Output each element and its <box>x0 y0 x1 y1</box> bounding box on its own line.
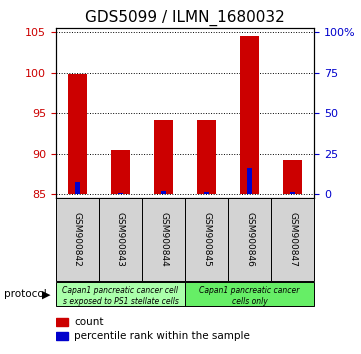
Bar <box>228 198 271 281</box>
Text: protocol: protocol <box>4 289 46 299</box>
Bar <box>99 198 142 281</box>
Text: cells only: cells only <box>232 297 268 306</box>
Text: GSM900843: GSM900843 <box>116 212 125 267</box>
Bar <box>185 198 228 281</box>
Bar <box>56 332 68 340</box>
Bar <box>56 198 99 281</box>
Text: s exposed to PS1 stellate cells: s exposed to PS1 stellate cells <box>62 297 178 306</box>
Bar <box>56 318 68 326</box>
Text: GSM900842: GSM900842 <box>73 212 82 267</box>
Text: percentile rank within the sample: percentile rank within the sample <box>74 331 250 341</box>
Bar <box>118 193 123 194</box>
Bar <box>185 282 314 306</box>
Text: count: count <box>74 317 104 327</box>
Text: GSM900846: GSM900846 <box>245 212 254 267</box>
Bar <box>161 191 166 194</box>
Text: ▶: ▶ <box>42 289 50 299</box>
Bar <box>197 120 216 194</box>
Bar <box>290 192 295 194</box>
Title: GDS5099 / ILMN_1680032: GDS5099 / ILMN_1680032 <box>85 9 285 25</box>
Bar <box>154 120 173 194</box>
Text: Capan1 pancreatic cancer: Capan1 pancreatic cancer <box>199 286 300 295</box>
Text: GSM900845: GSM900845 <box>202 212 211 267</box>
Bar <box>240 36 259 194</box>
Bar <box>75 182 80 194</box>
Text: GSM900847: GSM900847 <box>288 212 297 267</box>
Bar <box>111 150 130 194</box>
Text: Capan1 pancreatic cancer cell: Capan1 pancreatic cancer cell <box>62 286 178 295</box>
Bar <box>271 198 314 281</box>
Bar <box>68 74 87 194</box>
Bar <box>204 192 209 194</box>
Bar <box>56 282 185 306</box>
Text: GSM900844: GSM900844 <box>159 212 168 267</box>
Bar <box>283 160 302 194</box>
Bar <box>142 198 185 281</box>
Bar <box>247 168 252 194</box>
